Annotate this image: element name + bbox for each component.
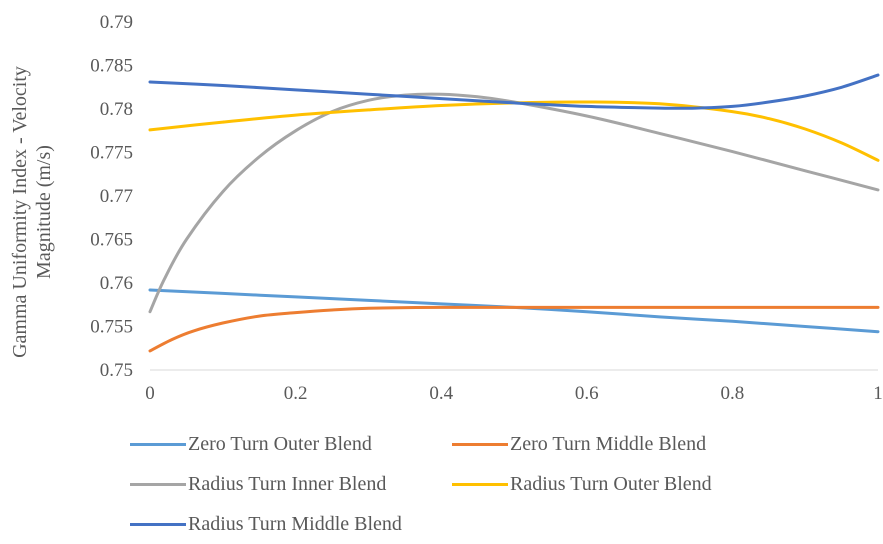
series-layer bbox=[148, 73, 880, 353]
y-tick-label: 0.75 bbox=[100, 360, 133, 381]
y-tick-label: 0.78 bbox=[100, 99, 133, 120]
x-tick-label: 0 bbox=[145, 383, 155, 404]
legend-swatch bbox=[130, 482, 186, 486]
y-tick-label: 0.785 bbox=[90, 56, 133, 77]
series-line-radius-turn-inner-blend bbox=[148, 92, 880, 314]
y-tick-label: 0.77 bbox=[100, 186, 133, 207]
y-tick-label: 0.765 bbox=[90, 230, 133, 251]
legend-label: Zero Turn Outer Blend bbox=[188, 432, 372, 455]
line-chart: 0 0.2 0.4 0.6 0.8 1 0.75 0.755 0.76 0.765 0.77 0.77… bbox=[9, 12, 883, 404]
legend-label: Zero Turn Middle Blend bbox=[510, 432, 707, 455]
legend-item-radius-turn-outer-blend: Radius Turn Outer Blend bbox=[452, 464, 712, 504]
tick-labels: 0 0.2 0.4 0.6 0.8 1 0.75 0.755 0.76 0.765 0.77 0.77… bbox=[90, 12, 883, 404]
series-line-zero-turn-outer-blend bbox=[148, 288, 880, 334]
legend-item-radius-turn-inner-blend: Radius Turn Inner Blend bbox=[130, 464, 386, 504]
y-tick-label: 0.76 bbox=[100, 273, 133, 294]
legend-swatch bbox=[130, 522, 186, 526]
series-line-radius-turn-middle-blend bbox=[148, 73, 880, 110]
legend-label: Radius Turn Middle Blend bbox=[188, 512, 402, 535]
legend-item-radius-turn-middle-blend: Radius Turn Middle Blend bbox=[130, 504, 402, 544]
y-tick-label: 0.775 bbox=[90, 143, 133, 164]
legend-label: Radius Turn Outer Blend bbox=[510, 472, 712, 495]
legend-swatch bbox=[452, 482, 508, 486]
y-axis-label-line-1: Gamma Uniformity Index - Velocity bbox=[9, 66, 31, 358]
x-tick-label: 1 bbox=[873, 383, 883, 404]
y-tick-label: 0.755 bbox=[90, 317, 133, 338]
legend-swatch bbox=[452, 442, 508, 446]
legend-item-zero-turn-outer-blend: Zero Turn Outer Blend bbox=[130, 424, 372, 464]
y-tick-label: 0.79 bbox=[100, 12, 133, 33]
y-axis-label-line-2: Magnitude (m/s) bbox=[33, 145, 55, 279]
series-line-radius-turn-outer-blend bbox=[148, 100, 880, 162]
series-line-zero-turn-middle-blend bbox=[148, 305, 880, 353]
x-tick-label: 0.4 bbox=[429, 383, 453, 404]
legend-swatch bbox=[130, 442, 186, 446]
legend-item-zero-turn-middle-blend: Zero Turn Middle Blend bbox=[452, 424, 706, 464]
legend-label: Radius Turn Inner Blend bbox=[188, 472, 387, 495]
x-tick-label: 0.6 bbox=[575, 383, 599, 404]
x-tick-label: 0.8 bbox=[721, 383, 745, 404]
x-tick-label: 0.2 bbox=[284, 383, 308, 404]
